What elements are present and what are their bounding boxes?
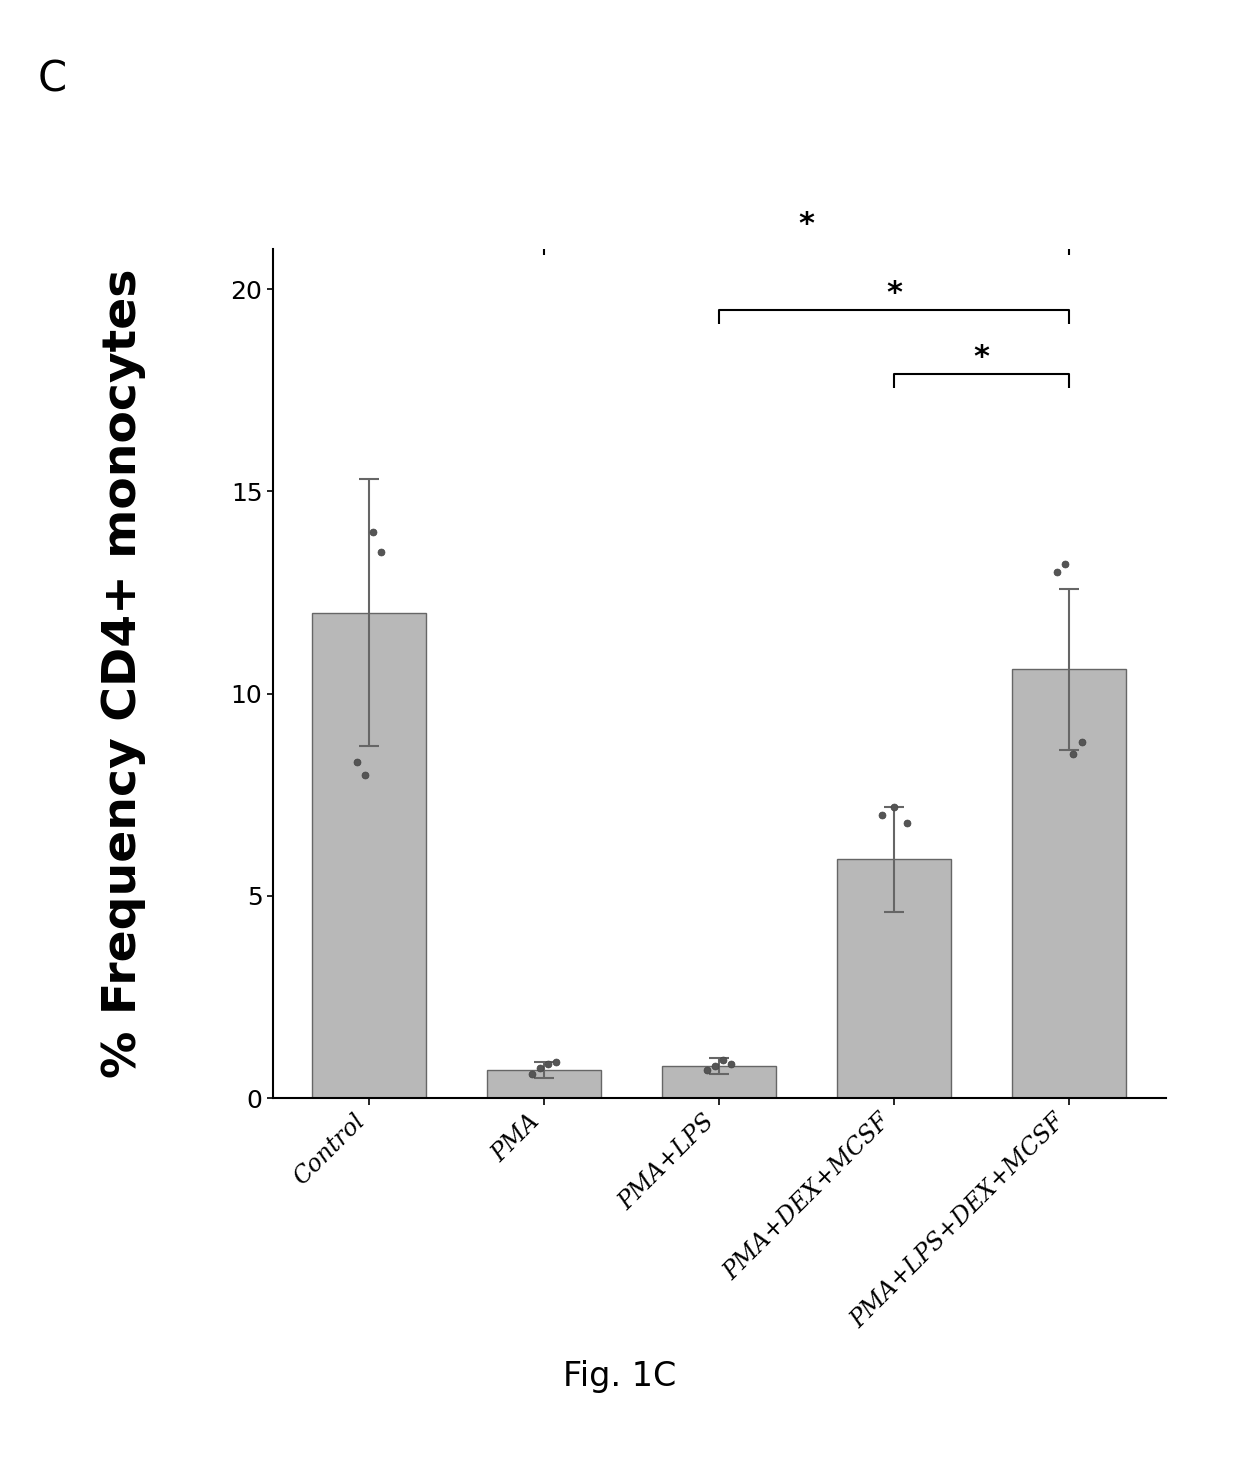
Point bbox=[1064, 742, 1084, 766]
Point bbox=[1055, 552, 1075, 575]
Bar bbox=[837, 859, 951, 1098]
Bar bbox=[312, 613, 427, 1098]
Point bbox=[372, 540, 392, 564]
Point bbox=[522, 1061, 542, 1085]
Point bbox=[897, 811, 916, 834]
Point bbox=[872, 804, 892, 827]
Point bbox=[547, 1050, 567, 1073]
Point bbox=[347, 751, 367, 774]
Point bbox=[538, 1053, 558, 1076]
Point bbox=[706, 1054, 725, 1078]
Point bbox=[363, 520, 383, 543]
Point bbox=[355, 763, 374, 786]
Text: % Frequency CD4+ monocytes: % Frequency CD4+ monocytes bbox=[102, 269, 146, 1078]
Text: Fig. 1C: Fig. 1C bbox=[563, 1360, 677, 1392]
Point bbox=[713, 1048, 733, 1072]
Point bbox=[884, 795, 904, 818]
Point bbox=[531, 1056, 551, 1079]
Bar bbox=[487, 1070, 601, 1098]
Point bbox=[1071, 731, 1091, 754]
Bar bbox=[662, 1066, 776, 1098]
Point bbox=[722, 1053, 742, 1076]
Text: *: * bbox=[887, 278, 903, 307]
Text: *: * bbox=[973, 343, 990, 372]
Text: *: * bbox=[799, 209, 815, 239]
Bar bbox=[1012, 669, 1126, 1098]
Text: C: C bbox=[37, 59, 66, 101]
Point bbox=[1047, 561, 1066, 584]
Point bbox=[697, 1058, 717, 1082]
